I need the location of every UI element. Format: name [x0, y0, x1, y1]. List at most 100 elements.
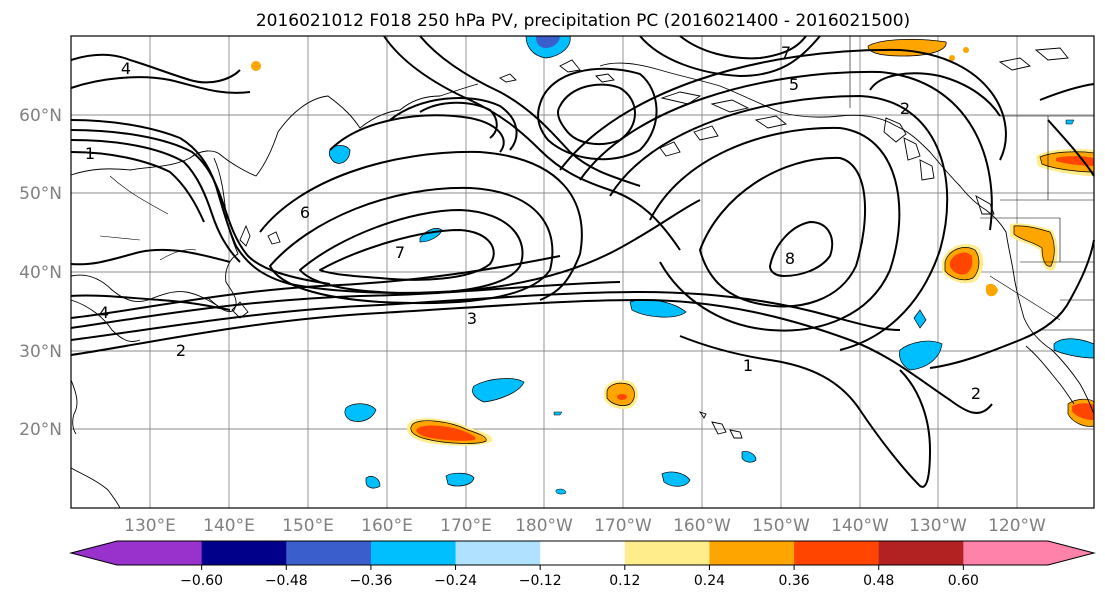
lat-label: 30°N: [19, 342, 62, 362]
pv-contour-3: [70, 291, 901, 341]
lat-label: 20°N: [19, 420, 62, 440]
taiwan-philippines-coast: [70, 379, 78, 435]
colorbar-swatch: [624, 541, 710, 565]
colorbar-swatch: [794, 541, 880, 565]
lon-label: 170°E: [440, 516, 492, 536]
precip-negative-blob: [553, 411, 563, 416]
precip-negative-blob: [913, 309, 927, 329]
lon-label: 130°E: [124, 516, 176, 536]
precip-positive-blob: [950, 252, 973, 275]
lon-label: 160°W: [673, 516, 731, 536]
precip-negative-blob: [472, 378, 525, 403]
pv-contour-north-west: [70, 53, 241, 84]
pv-contour-ridge-outer: [649, 126, 901, 332]
colorbar-tick-label: 0.60: [948, 573, 979, 589]
pv-contour-ne-low: [869, 72, 1001, 117]
pv-contour-4-west: [70, 139, 241, 263]
contour-label: 2: [900, 99, 910, 118]
precip-negative-blob: [365, 476, 381, 489]
kuril-island: [239, 224, 251, 247]
colorbar-tick-label: −0.36: [349, 573, 392, 589]
pv-contour-3b: [70, 281, 621, 329]
aleutian-islands: [659, 91, 788, 157]
lon-label: 150°E: [282, 516, 334, 536]
pv-contour-7-inner: [319, 229, 495, 281]
precipitation-shading: [251, 35, 1095, 495]
colorbar-swatch: [455, 541, 541, 565]
contour-label: 8: [785, 249, 795, 268]
philippines-coast: [70, 467, 121, 509]
pv-contour-south-1: [679, 335, 931, 488]
lon-label: 170°W: [594, 516, 652, 536]
pv-contour-1-west: [70, 151, 205, 223]
precip-negative-blob: [536, 36, 560, 48]
colorbar: −0.60 −0.48 −0.36 −0.24 −0.12 0.12 0.24 0.36 0.4…: [69, 540, 1096, 589]
lat-label: 40°N: [19, 263, 62, 283]
vancouver-island: [975, 195, 995, 215]
pv-contour-6-outer: [269, 186, 554, 305]
bering-islands: [499, 59, 615, 83]
precip-negative-blob: [344, 403, 377, 422]
asia-borders: [99, 175, 197, 261]
precip-negative-blob: [328, 145, 351, 164]
precip-negative-blob: [1065, 119, 1075, 125]
arctic-islands: [998, 47, 1069, 71]
colorbar-tick-label: 0.48: [863, 573, 894, 589]
precip-negative-blob: [741, 451, 757, 463]
precip-positive-blob: [867, 39, 947, 57]
pv-contour-ridge-outer-2: [609, 95, 949, 351]
colorbar-swatch: [963, 541, 1049, 565]
hawaiian-islands: [698, 411, 743, 439]
pv-contour-ridge-outer-4: [559, 48, 1007, 171]
pv-contours: [70, 35, 1095, 488]
lon-label: 180°W: [515, 516, 573, 536]
precip-positive-blob: [416, 425, 476, 441]
pv-contour-east-1: [929, 239, 1095, 369]
contour-label: 1: [85, 144, 95, 163]
pv-contour-trough-2: [419, 35, 641, 187]
pv-contour-ridge-outer-3: [579, 70, 993, 231]
precip-positive-blob: [617, 394, 627, 400]
contour-label: 5: [789, 75, 799, 94]
colorbar-tick-label: −0.60: [180, 573, 223, 589]
baja-california-coast: [1025, 345, 1075, 405]
colorbar-extend-low: [71, 541, 117, 565]
pv-contour-low-center-2: [537, 67, 658, 161]
pv-contour-3-west: [70, 129, 331, 285]
contour-label: 3: [467, 309, 477, 328]
colorbar-tick-label: 0.24: [694, 573, 725, 589]
colorbar-swatch: [201, 541, 287, 565]
colorbar-swatch: [370, 541, 457, 565]
pv-contour-7-mid: [299, 209, 524, 295]
precip-negative-blob: [661, 471, 691, 487]
lon-label: 130°W: [909, 516, 967, 536]
pv-contour-west-low: [70, 248, 231, 266]
state-borders: [980, 217, 1094, 331]
pv-contour-2: [70, 299, 993, 414]
colorbar-extend-high: [1048, 541, 1094, 565]
pv-contour-4: [70, 255, 561, 319]
precip-positive-blob: [1013, 225, 1055, 267]
precip-positive-blob: [963, 47, 969, 53]
colorbar-swatch: [540, 541, 626, 565]
pv-contour-5-outer: [259, 150, 583, 301]
pv-contour-8-ridge: [769, 221, 834, 277]
colorbar-tick-label: 0.12: [609, 573, 640, 589]
colorbar-tick-label: −0.48: [265, 573, 308, 589]
contour-label: 6: [300, 203, 310, 222]
pv-contour-north-west-2: [70, 76, 251, 94]
map-title: 2016021012 F018 250 hPa PV, precipitatio…: [256, 11, 910, 31]
alaska-panhandle-islands: [883, 117, 935, 181]
lat-label: 60°N: [19, 106, 62, 126]
contour-label: 2: [176, 341, 186, 360]
colorbar-tick-label: −0.12: [519, 573, 562, 589]
colorbar-tick-label: 0.36: [779, 573, 810, 589]
lon-label: 140°E: [203, 516, 255, 536]
pv-contour-west-low-2: [70, 294, 231, 311]
contour-label: 4: [121, 59, 131, 78]
longitude-labels: 130°E 140°E 150°E 160°E 170°E 180°W 170°…: [124, 516, 1046, 536]
colorbar-swatch: [286, 541, 372, 565]
colorbar-swatch: [709, 541, 795, 565]
colorbar-outline: [69, 540, 1096, 566]
